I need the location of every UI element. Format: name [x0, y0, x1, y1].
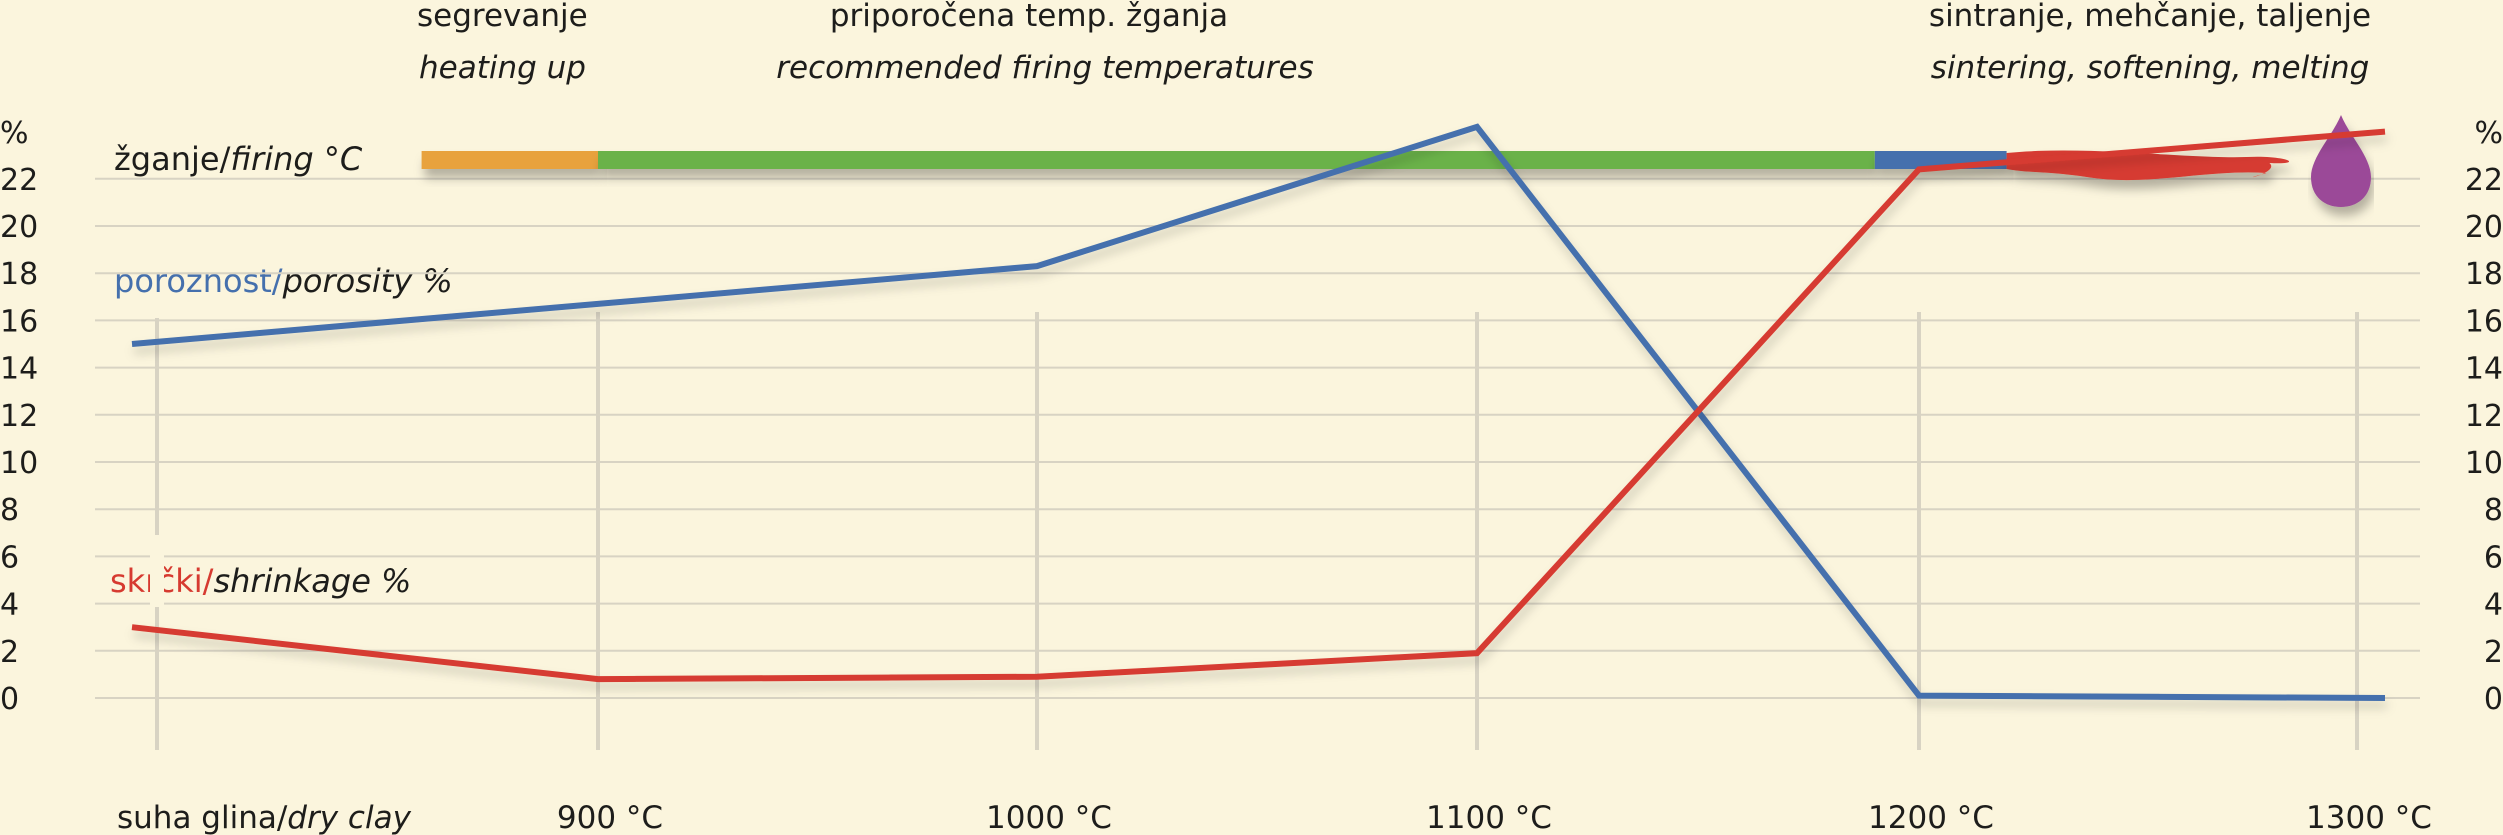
y-tick-right: 14	[2465, 352, 2503, 387]
header-recommended-sl: priporočena temp. žganja	[830, 0, 1228, 34]
y-tick-left: 22	[0, 163, 38, 198]
shrinkage-line	[131, 128, 2386, 683]
y-tick-left: 10	[0, 446, 38, 481]
firing-segment-heating	[421, 151, 598, 169]
x-tick-label: 1100 °C	[1426, 800, 1552, 835]
y-tick-right: 20	[2465, 210, 2503, 245]
label-gap	[150, 535, 164, 607]
firing-label-en: firing °C	[230, 140, 362, 178]
x-tick-label: 1200 °C	[1868, 800, 1994, 835]
y-tick-right: 12	[2465, 399, 2503, 434]
porosity-line	[131, 123, 2386, 701]
y-tick-right: 8	[2484, 493, 2503, 528]
firing-label: žganje/firing °C	[114, 140, 363, 178]
y-tick-left: 4	[0, 588, 19, 623]
x-tick-labels: suha glina/dry clay 900 °C 1000 °C 1100 °C 1…	[117, 800, 2432, 835]
y-tick-left: 18	[0, 257, 38, 292]
header-recommended-en: recommended firing temperatures	[776, 50, 1313, 86]
y-tick-right: 16	[2465, 304, 2503, 339]
firing-segment-melting	[2311, 115, 2371, 207]
y-tick-right: 4	[2484, 588, 2503, 623]
y-tick-right: 22	[2465, 163, 2503, 198]
header-heating-sl: segrevanje	[417, 0, 588, 34]
firing-bar	[421, 115, 2371, 207]
porosity-label-en: porosity %	[282, 262, 453, 300]
header-heating-en: heating up	[419, 50, 586, 86]
firing-segment-recommended	[598, 151, 1875, 169]
firing-label-sl: žganje/	[114, 140, 231, 178]
y-tick-left: 8	[0, 493, 19, 528]
x-tick-label: suha glina/dry clay	[117, 800, 412, 835]
x-tick-label: 900 °C	[557, 800, 663, 835]
y-unit-left: %	[0, 116, 29, 151]
firing-segment-softening	[2006, 150, 2290, 181]
porosity-label: poroznost/porosity %	[114, 262, 453, 300]
shrinkage-label-en: shrinkage %	[213, 562, 411, 600]
x-tick-label: 1300 °C	[2306, 800, 2432, 835]
y-unit-right: %	[2474, 116, 2503, 151]
y-tick-right: 6	[2484, 540, 2503, 575]
y-tick-left: 12	[0, 399, 38, 434]
x-tick-label: 1000 °C	[986, 800, 1112, 835]
y-tick-right: 18	[2465, 257, 2503, 292]
y-tick-left: 14	[0, 352, 38, 387]
y-tick-left: 20	[0, 210, 38, 245]
y-tick-right: 0	[2484, 682, 2503, 717]
y-tick-right: 2	[2484, 635, 2503, 670]
y-tick-right: 10	[2465, 446, 2503, 481]
porosity-label-sl: poroznost/	[114, 262, 283, 300]
grid	[95, 177, 2420, 750]
header-sintering-sl: sintranje, mehčanje, taljenje	[1929, 0, 2371, 34]
y-tick-left: 0	[0, 682, 19, 717]
header-sintering-en: sintering, softening, melting	[1931, 50, 2370, 86]
y-tick-left: 16	[0, 304, 38, 339]
series-lines	[131, 123, 2386, 701]
y-tick-left: 6	[0, 540, 19, 575]
y-tick-left: 2	[0, 635, 19, 670]
